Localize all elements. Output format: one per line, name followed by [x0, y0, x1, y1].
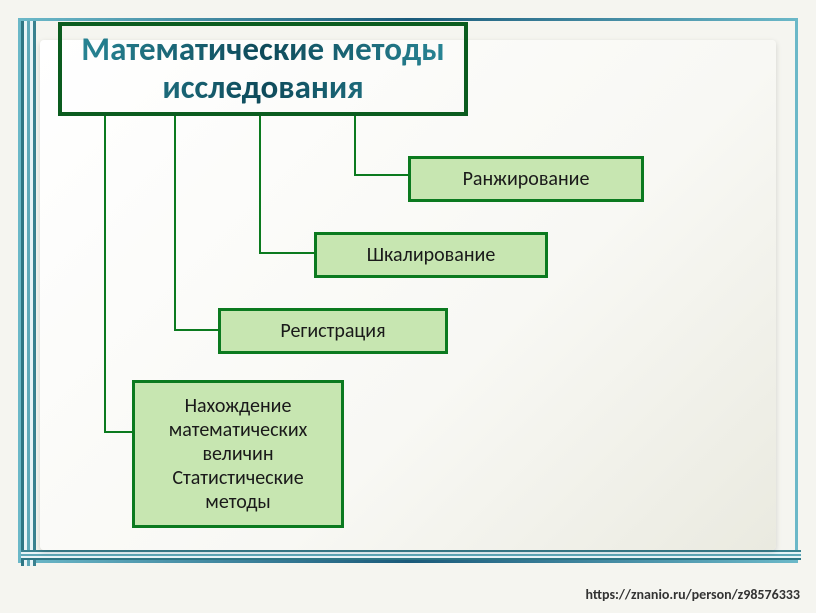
node-math: Нахождение математических величин Статис… [132, 380, 344, 528]
footer-source-link: https://znanio.ru/person/z98576333 [585, 586, 800, 603]
node-label: Регистрация [280, 319, 385, 343]
node-label: Ранжирование [463, 167, 590, 191]
diagram-title: Математические методы исследования [58, 22, 468, 116]
footer-source-text: https://znanio.ru/person/z98576333 [585, 586, 800, 603]
node-label: Нахождение математических величин Статис… [169, 394, 308, 514]
node-rank: Ранжирование [408, 156, 644, 202]
node-label: Шкалирование [367, 243, 496, 267]
node-reg: Регистрация [218, 308, 448, 354]
diagram-title-text: Математические методы исследования [62, 31, 464, 107]
node-scale: Шкалирование [314, 232, 548, 278]
